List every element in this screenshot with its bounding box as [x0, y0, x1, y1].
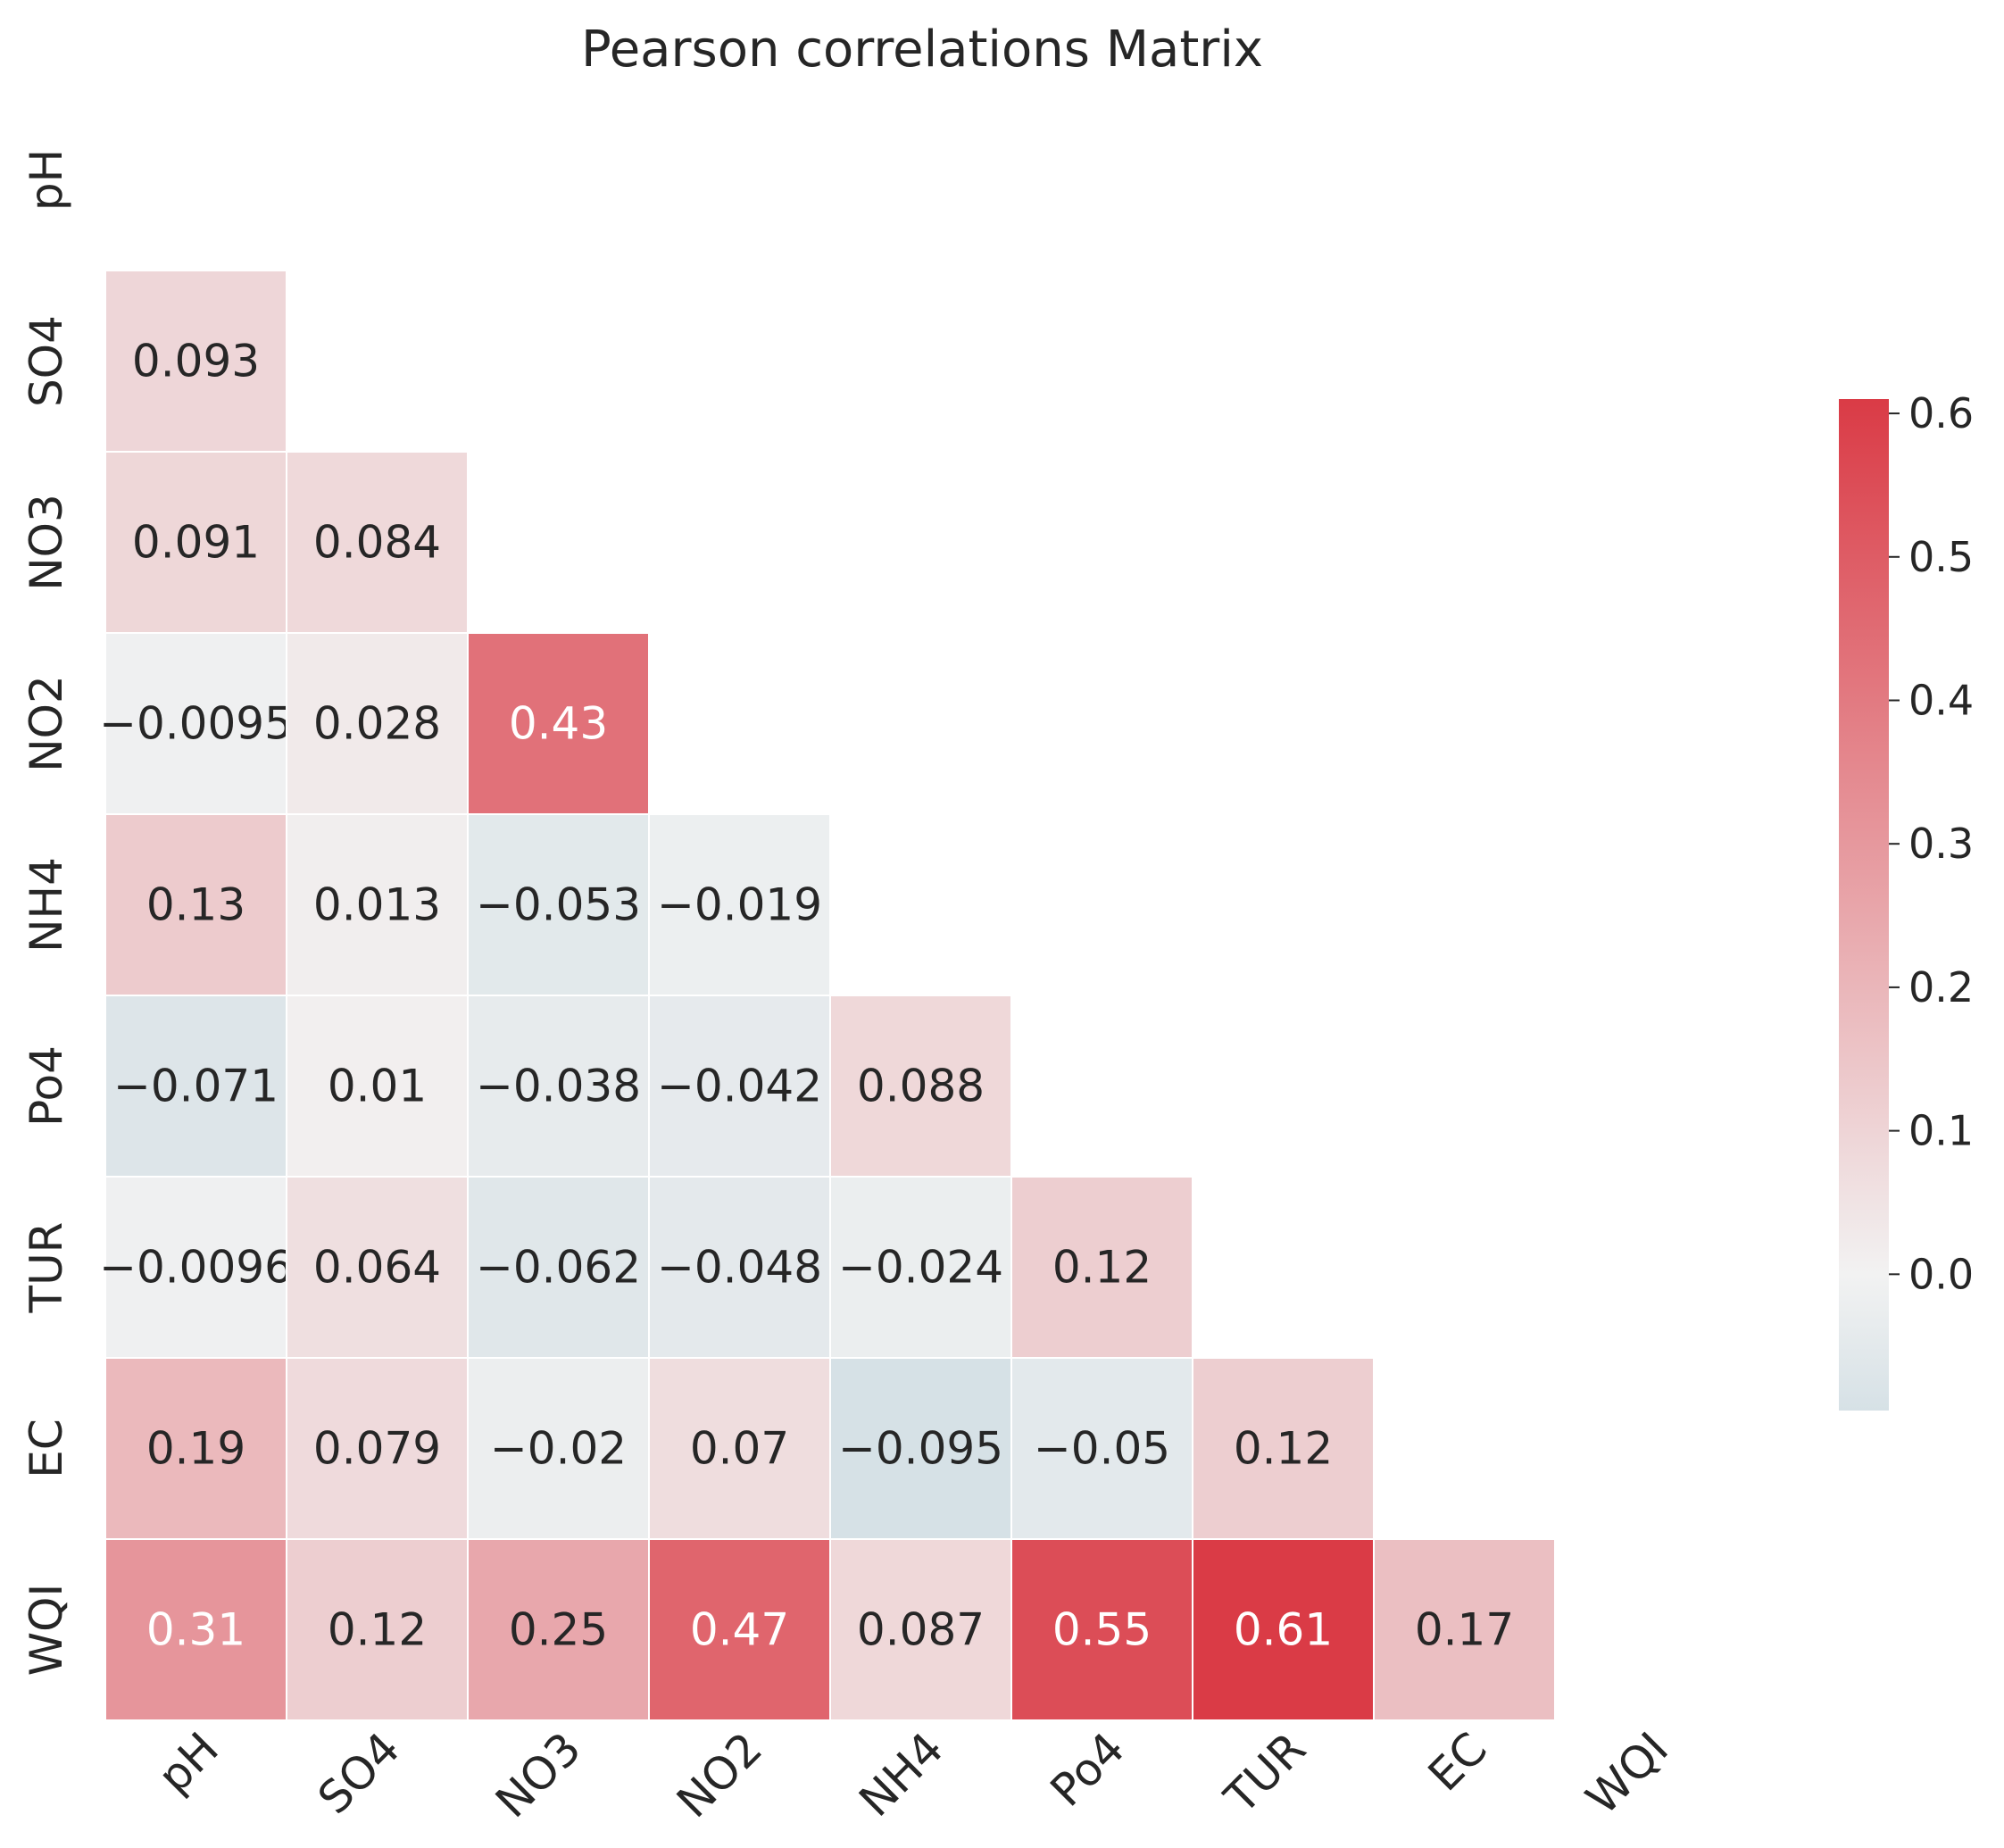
- cell-value-label: 0.07: [690, 1423, 789, 1475]
- y-tick-label-wqi: WQI: [21, 1584, 72, 1677]
- heatmap-cell-NO3-pH: [104, 451, 287, 634]
- y-tick-label-ph: pH: [21, 149, 72, 211]
- cell-value-label: −0.053: [476, 879, 641, 931]
- cell-value-label: 0.064: [313, 1242, 441, 1294]
- cell-value-label: −0.042: [657, 1061, 822, 1112]
- heatmap-cell-TUR-Po4: [1010, 1176, 1193, 1359]
- heatmap-cell-TUR-NO3: [467, 1176, 650, 1359]
- x-tick-label-no3: NO3: [486, 1722, 591, 1827]
- cell-value-label: 0.01: [328, 1061, 427, 1112]
- heatmap-cell-EC-NO2: [648, 1357, 831, 1540]
- cell-value-label: −0.0096: [99, 1242, 293, 1294]
- heatmap-cell-NO2-SO4: [286, 632, 469, 815]
- cell-value-label: 0.028: [313, 698, 441, 750]
- cell-value-label: 0.12: [1052, 1242, 1152, 1294]
- cell-value-label: −0.019: [657, 879, 822, 931]
- y-tick-label-po4: Po4: [21, 1045, 72, 1127]
- heatmap-cells: 0.093 0.091 0.084 −0.0095 0.028 0.43 0.13 0.013…: [99, 270, 1556, 1721]
- y-tick-label-tur: TUR: [21, 1222, 72, 1314]
- x-tick-label-wqi: WQI: [1576, 1722, 1678, 1824]
- x-tick-label-tur: TUR: [1214, 1722, 1316, 1824]
- cell-value-label: −0.0095: [99, 698, 293, 750]
- colorbar-tick-label: 0.0: [1908, 1250, 1974, 1298]
- cell-value-label: 0.091: [132, 517, 260, 569]
- colorbar-tick-label: 0.6: [1908, 389, 1974, 437]
- cell-value-label: −0.062: [476, 1242, 641, 1294]
- cell-value-label: 0.093: [132, 336, 260, 387]
- heatmap-cell-Po4-NO3: [467, 995, 650, 1178]
- heatmap-cell-EC-pH: [104, 1357, 287, 1540]
- cell-value-label: 0.088: [857, 1061, 985, 1112]
- colorbar: 0.0 0.1 0.2 0.3 0.4 0.5 0.6: [1839, 389, 1974, 1411]
- heatmap-cell-TUR-NO2: [648, 1176, 831, 1359]
- heatmap-cell-NO2-NO3: [467, 632, 650, 815]
- heatmap-cell-EC-SO4: [286, 1357, 469, 1540]
- cell-value-label: 0.43: [509, 698, 608, 750]
- colorbar-tick-label: 0.2: [1908, 963, 1974, 1011]
- cell-value-label: 0.12: [328, 1604, 427, 1656]
- heatmap-cell-SO4-pH: [104, 270, 287, 453]
- x-axis-tick-labels: pH SO4 NO3 NO2 NH4 Po4 TUR EC WQI: [148, 1722, 1678, 1827]
- cell-value-label: 0.12: [1234, 1423, 1333, 1475]
- cell-value-label: −0.038: [476, 1061, 641, 1112]
- cell-value-label: 0.17: [1415, 1604, 1514, 1656]
- colorbar-tick-label: 0.1: [1908, 1107, 1974, 1155]
- x-tick-label-no2: NO2: [667, 1722, 772, 1827]
- heatmap-cell-Po4-NH4: [829, 995, 1012, 1178]
- heatmap-cell-WQI-NO3: [467, 1538, 650, 1721]
- y-axis-tick-labels: pH SO4 NO3 NO2 NH4 Po4 TUR EC WQI: [21, 149, 72, 1676]
- heatmap-cell-NO2-pH: [104, 632, 287, 815]
- cell-value-label: 0.084: [313, 517, 441, 569]
- cell-value-label: −0.095: [838, 1423, 1003, 1475]
- cell-value-label: 0.47: [690, 1604, 789, 1656]
- cell-value-label: 0.013: [313, 879, 441, 931]
- heatmap-cell-Po4-NO2: [648, 995, 831, 1178]
- heatmap-cell-NH4-NO2: [648, 813, 831, 996]
- cell-value-label: 0.079: [313, 1423, 441, 1475]
- heatmap-cell-TUR-pH: [104, 1176, 287, 1359]
- cell-value-label: 0.55: [1052, 1604, 1152, 1656]
- colorbar-gradient: [1839, 399, 1889, 1411]
- cell-value-label: −0.05: [1034, 1423, 1170, 1475]
- heatmap-cell-NO3-SO4: [286, 451, 469, 634]
- cell-value-label: 0.19: [146, 1423, 245, 1475]
- cell-value-label: −0.071: [113, 1061, 279, 1112]
- colorbar-tick-label: 0.5: [1908, 533, 1974, 581]
- cell-value-label: 0.61: [1234, 1604, 1333, 1656]
- x-tick-label-nh4: NH4: [849, 1722, 953, 1827]
- cell-value-label: −0.048: [657, 1242, 822, 1294]
- heatmap-cell-WQI-TUR: [1192, 1538, 1375, 1721]
- x-tick-label-ec: EC: [1418, 1722, 1497, 1801]
- heatmap-cell-NH4-SO4: [286, 813, 469, 996]
- heatmap-cell-WQI-Po4: [1010, 1538, 1193, 1721]
- chart-title: Pearson correlations Matrix: [581, 21, 1263, 79]
- heatmap-cell-EC-Po4: [1010, 1357, 1193, 1540]
- x-tick-label-ph: pH: [148, 1722, 229, 1802]
- heatmap-cell-EC-TUR: [1192, 1357, 1375, 1540]
- cell-value-label: 0.25: [509, 1604, 608, 1656]
- heatmap-cell-TUR-NH4: [829, 1176, 1012, 1359]
- heatmap-cell-TUR-SO4: [286, 1176, 469, 1359]
- heatmap-cell-Po4-SO4: [286, 995, 469, 1178]
- cell-value-label: 0.087: [857, 1604, 985, 1656]
- y-tick-label-no2: NO2: [21, 675, 72, 772]
- y-tick-label-so4: SO4: [21, 315, 72, 407]
- cell-value-label: −0.02: [490, 1423, 627, 1475]
- cell-value-label: −0.024: [838, 1242, 1003, 1294]
- colorbar-tick-label: 0.4: [1908, 676, 1974, 724]
- heatmap-cell-WQI-pH: [104, 1538, 287, 1721]
- colorbar-tick-label: 0.3: [1908, 820, 1974, 868]
- cell-value-label: 0.31: [146, 1604, 245, 1656]
- y-tick-label-ec: EC: [21, 1419, 72, 1478]
- heatmap-cell-WQI-EC: [1373, 1538, 1556, 1721]
- x-tick-label-so4: SO4: [308, 1722, 410, 1824]
- y-tick-label-nh4: NH4: [21, 857, 72, 953]
- y-tick-label-no3: NO3: [21, 494, 72, 591]
- x-tick-label-po4: Po4: [1041, 1722, 1135, 1816]
- cell-value-label: 0.13: [146, 879, 245, 931]
